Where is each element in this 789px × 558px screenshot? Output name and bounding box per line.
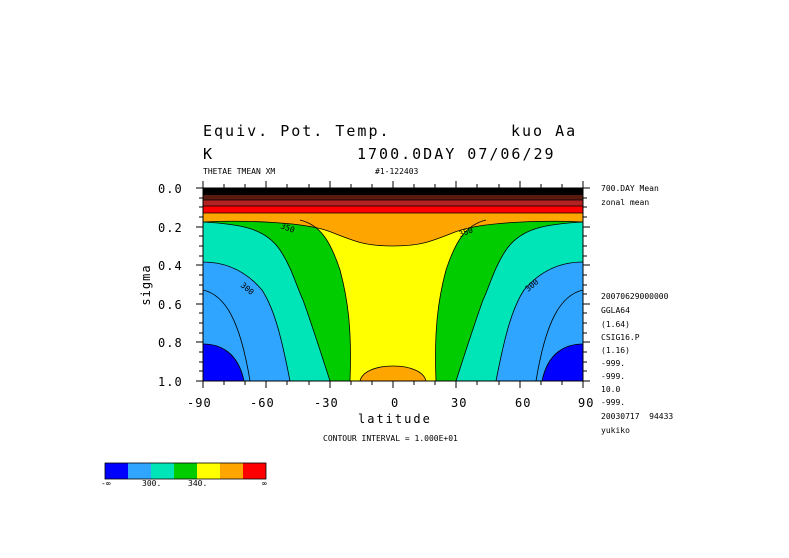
fill-above-390 xyxy=(203,188,583,195)
contour-line xyxy=(435,219,487,381)
zonal-label: zonal mean xyxy=(601,198,650,207)
colorbar xyxy=(104,462,267,480)
colorbar-label: ∞ xyxy=(262,479,267,488)
contour-line xyxy=(495,261,583,381)
fill-350-360-lower xyxy=(360,366,426,381)
colorbar-swatch xyxy=(105,463,128,479)
fill-below-300-left xyxy=(203,344,244,381)
fill-below-300-right xyxy=(542,344,583,381)
contour-line xyxy=(359,365,427,381)
side-info-line: 20030717 94433 xyxy=(601,412,674,421)
y-tick-label: 0.0 xyxy=(158,182,183,196)
run-id-label: #1-122403 xyxy=(375,167,419,176)
colorbar-label: 340. xyxy=(188,479,208,488)
colorbar-swatch xyxy=(197,463,220,479)
side-info-line: -999. xyxy=(601,398,626,407)
y-minor-ticks xyxy=(199,197,587,372)
colorbar-frame xyxy=(104,462,267,480)
x-tick-label: -90 xyxy=(187,396,212,410)
y-tick-label: 0.4 xyxy=(158,259,183,273)
side-info-line: 20070629000000 xyxy=(601,292,669,301)
contour-line xyxy=(541,343,583,381)
side-info-line: (1.64) xyxy=(601,320,630,329)
x-tick-label: 90 xyxy=(578,396,595,410)
contour-line xyxy=(299,219,351,381)
time-label: 1700.0DAY 07/06/29 xyxy=(357,145,556,163)
y-tick-label: 0.6 xyxy=(158,298,183,312)
colorbar-label: -∞ xyxy=(101,479,111,488)
x-tick-label: 60 xyxy=(515,396,532,410)
side-info-line: -999. xyxy=(601,359,626,368)
side-info-line: CSIG16.P xyxy=(601,333,640,342)
x-axis-label: latitude xyxy=(358,412,432,426)
contour-interval-label: CONTOUR INTERVAL = 1.000E+01 xyxy=(323,434,458,443)
contour-line xyxy=(203,289,251,381)
contour-lines xyxy=(203,199,583,381)
x-minor-ticks xyxy=(223,184,563,385)
variable-label: THETAE TMEAN XM xyxy=(203,167,276,176)
contour-line xyxy=(203,261,291,381)
contour-line xyxy=(535,289,583,381)
colorbar-swatch xyxy=(128,463,151,479)
y-tick-label: 0.2 xyxy=(158,221,183,235)
colorbar-swatch xyxy=(243,463,266,479)
contour-line xyxy=(203,220,583,247)
side-info-line: -999. xyxy=(601,372,626,381)
mean-label: 700.DAY Mean xyxy=(601,184,659,193)
x-tick-label: 0 xyxy=(391,396,400,410)
fill-340-350 xyxy=(300,220,486,381)
unit-label: K xyxy=(203,145,215,163)
y-tick-label: 1.0 xyxy=(158,375,183,389)
contour-line xyxy=(203,343,245,381)
x-ticks xyxy=(202,181,584,388)
contour-line xyxy=(455,221,583,381)
contour-line xyxy=(203,221,331,381)
experiment-label: kuo Aa xyxy=(511,122,578,140)
x-tick-label: -30 xyxy=(314,396,339,410)
colorbar-swatch xyxy=(174,463,197,479)
side-info-line: GGLA64 xyxy=(601,306,630,315)
side-info-line: yukiko xyxy=(601,426,630,435)
y-ticks xyxy=(196,187,590,382)
y-tick-label: 0.8 xyxy=(158,336,183,350)
x-tick-label: 30 xyxy=(451,396,468,410)
side-info-line: (1.16) xyxy=(601,346,630,355)
x-tick-label: -60 xyxy=(250,396,275,410)
colorbar-swatch xyxy=(151,463,174,479)
colorbar-label: 300. xyxy=(142,479,162,488)
filled-contours xyxy=(203,188,583,381)
side-info-line: 10.0 xyxy=(601,385,621,394)
chart-title: Equiv. Pot. Temp. xyxy=(203,122,391,140)
colorbar-swatch xyxy=(220,463,243,479)
